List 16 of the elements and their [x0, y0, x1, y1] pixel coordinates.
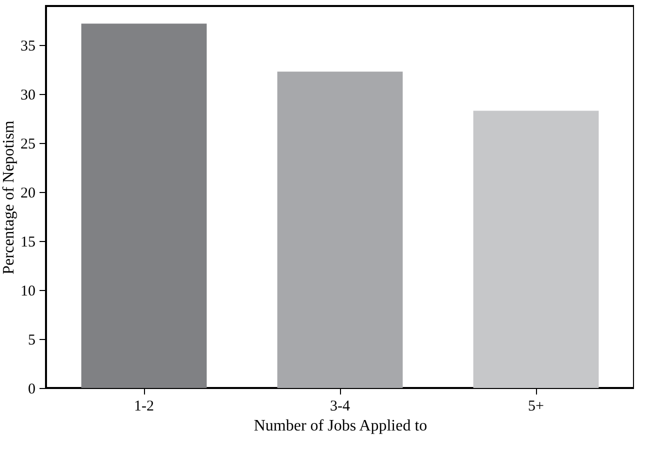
- x-axis-title: Number of Jobs Applied to: [254, 418, 428, 434]
- y-tick-label: 30: [20, 88, 36, 104]
- y-tick-label: 35: [20, 38, 36, 55]
- y-tick-label: 10: [20, 284, 36, 300]
- y-tick-label: 20: [20, 186, 36, 202]
- y-tick-label: 25: [20, 136, 36, 153]
- x-tick-label: 3-4: [330, 398, 350, 414]
- bar: [473, 110, 599, 388]
- y-tick-label: 15: [20, 234, 36, 251]
- x-tick-label: 5+: [528, 398, 544, 414]
- bar: [277, 72, 403, 388]
- y-tick-label: 5: [28, 332, 36, 349]
- y-axis-title: Percentage of Nepotism: [0, 120, 18, 274]
- bar: [81, 24, 207, 388]
- x-tick-label: 1-2: [134, 398, 154, 414]
- y-tick-label: 0: [28, 382, 36, 398]
